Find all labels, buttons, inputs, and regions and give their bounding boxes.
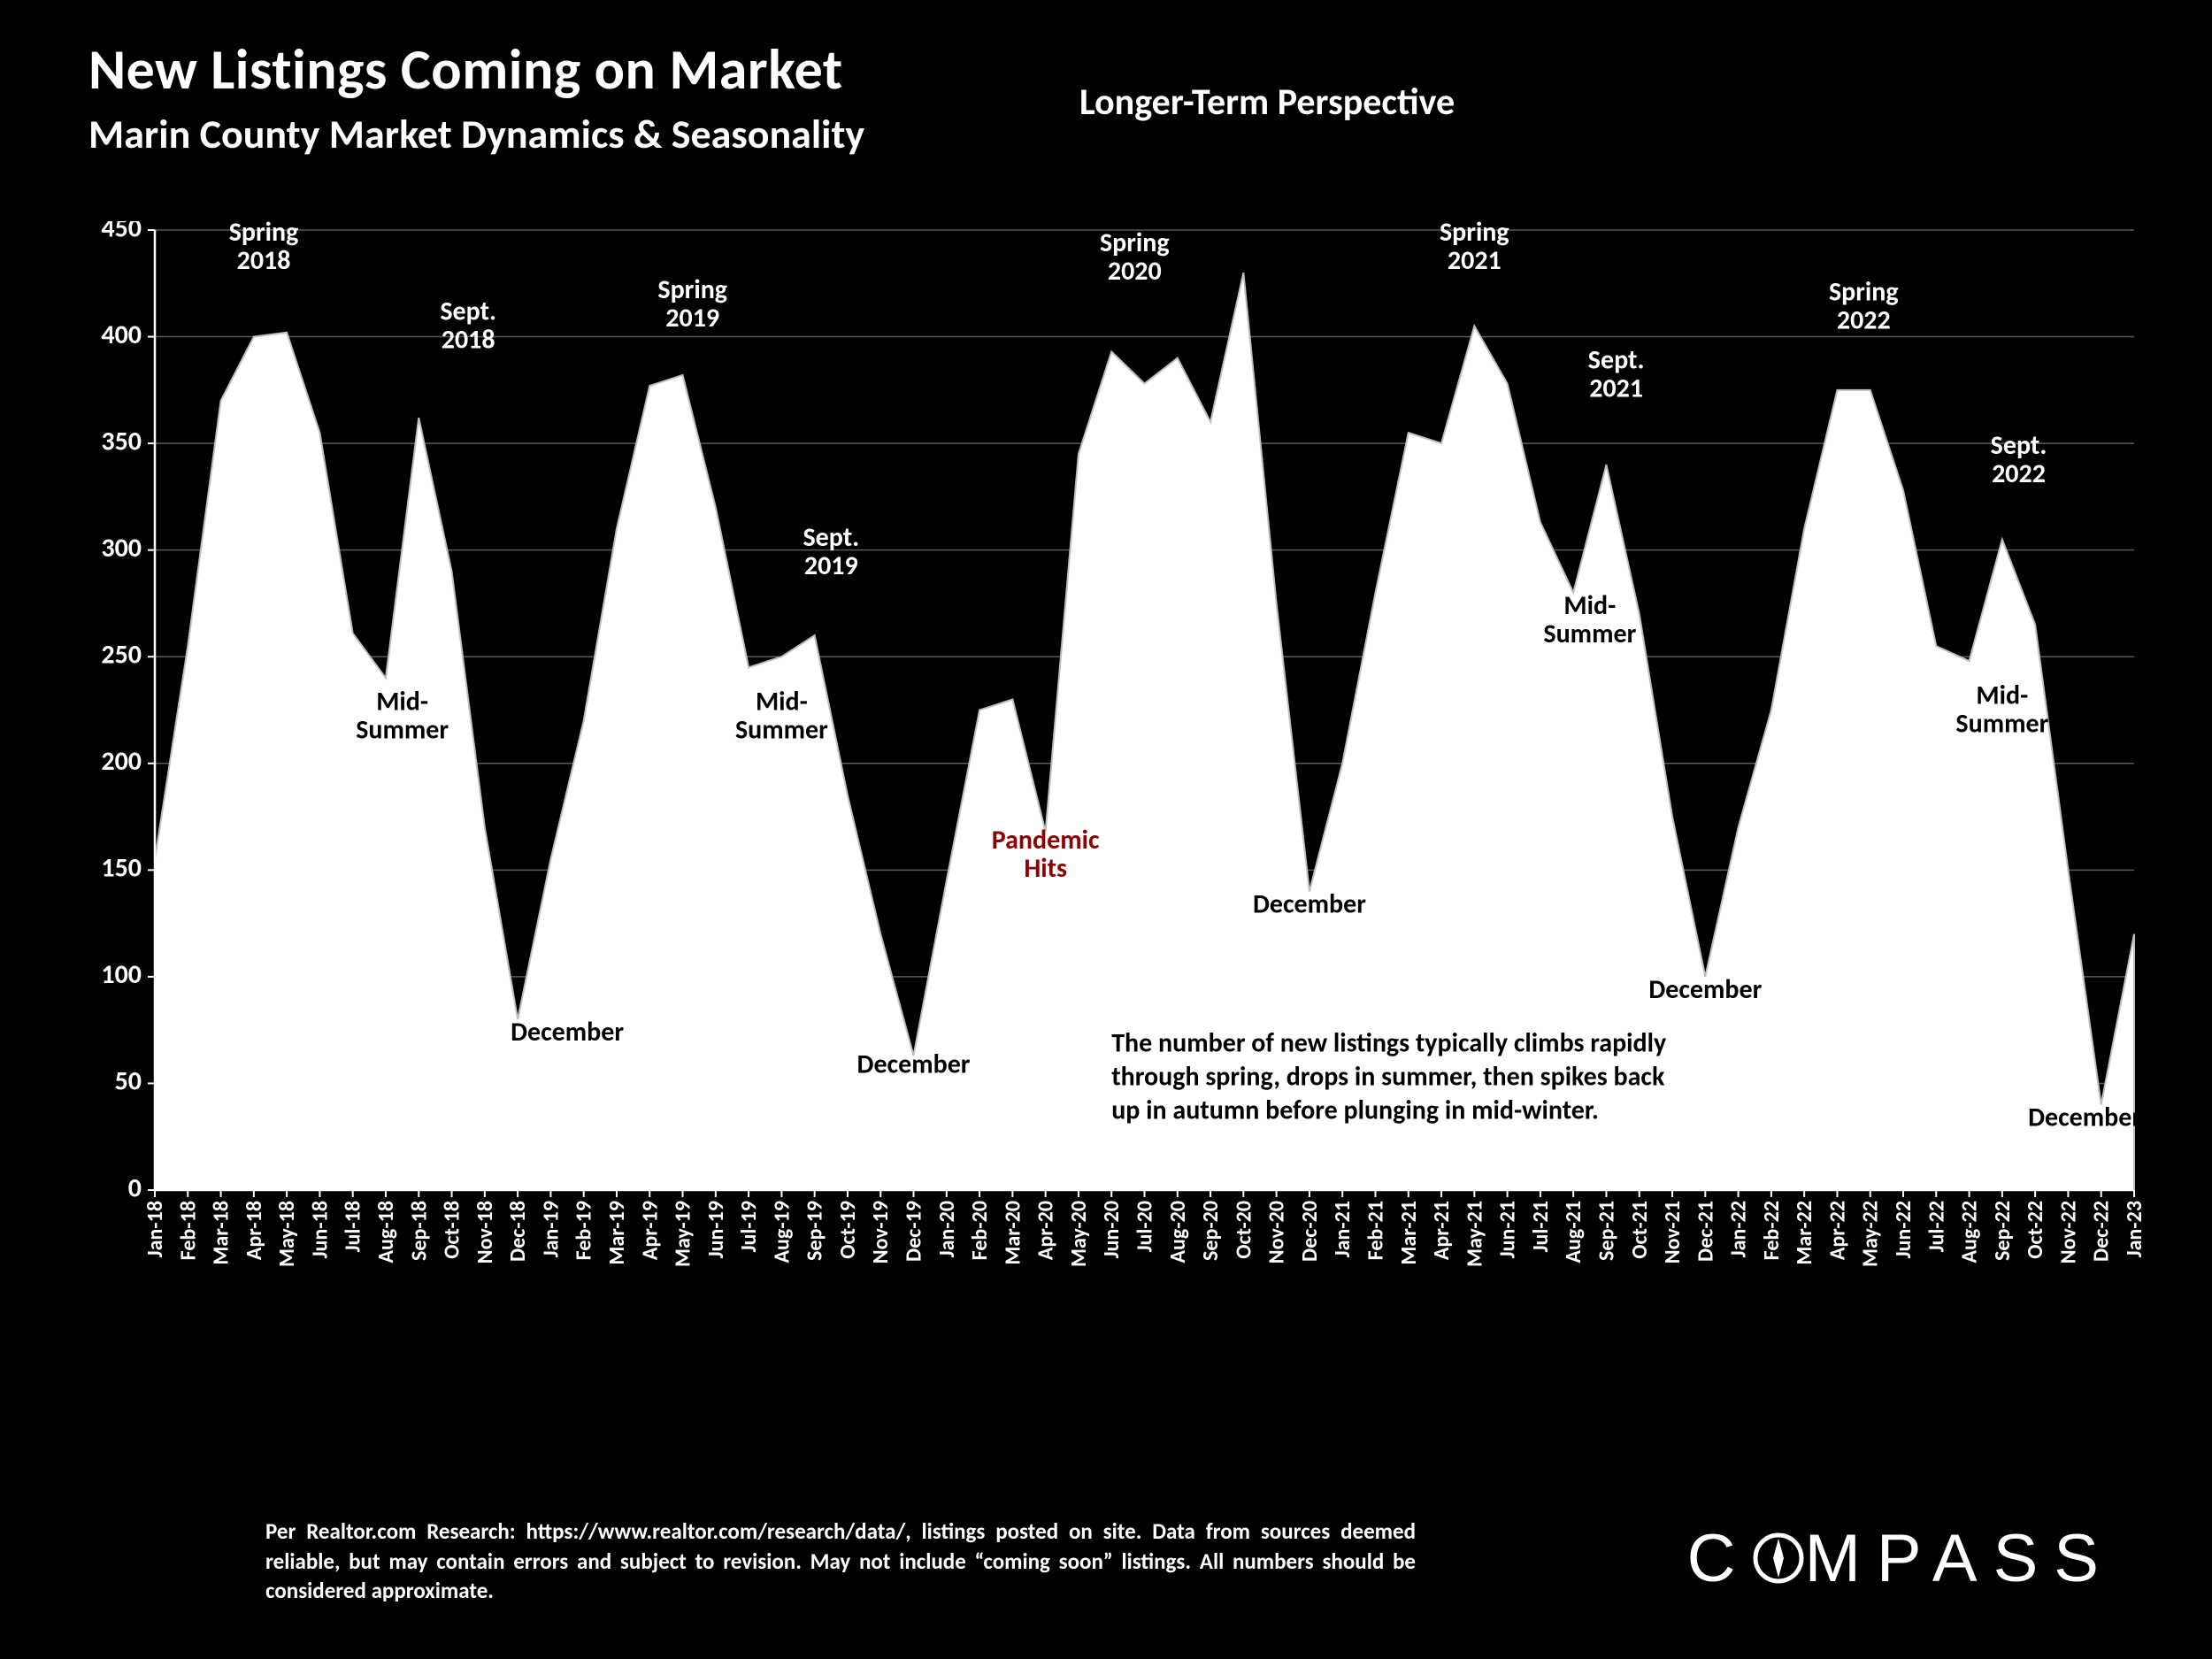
svg-text:Oct-20: Oct-20 bbox=[1231, 1201, 1256, 1259]
svg-text:Oct-18: Oct-18 bbox=[440, 1201, 465, 1259]
compass-logo: CMPASS bbox=[1687, 1520, 2115, 1597]
svg-text:Feb-20: Feb-20 bbox=[967, 1201, 993, 1260]
svg-text:Jan-18: Jan-18 bbox=[142, 1201, 168, 1257]
svg-text:December: December bbox=[2028, 1102, 2141, 1134]
svg-text:Apr-18: Apr-18 bbox=[242, 1201, 267, 1260]
svg-text:Jan-22: Jan-22 bbox=[1726, 1201, 1752, 1257]
svg-text:up in autumn before plunging i: up in autumn before plunging in mid-wint… bbox=[1111, 1094, 1599, 1126]
svg-text:2022: 2022 bbox=[1992, 457, 2046, 490]
svg-text:150: 150 bbox=[101, 852, 142, 885]
svg-text:Feb-21: Feb-21 bbox=[1363, 1201, 1388, 1260]
svg-text:Apr-20: Apr-20 bbox=[1033, 1201, 1059, 1260]
svg-text:December: December bbox=[1648, 973, 1762, 1006]
svg-text:Summer: Summer bbox=[356, 714, 449, 747]
svg-text:2019: 2019 bbox=[804, 549, 858, 582]
svg-text:Feb-18: Feb-18 bbox=[175, 1201, 201, 1260]
svg-text:Feb-19: Feb-19 bbox=[572, 1201, 597, 1260]
svg-text:Apr-22: Apr-22 bbox=[1824, 1201, 1850, 1260]
svg-text:Jun-20: Jun-20 bbox=[1099, 1201, 1125, 1258]
svg-text:400: 400 bbox=[101, 319, 142, 351]
svg-text:Jun-18: Jun-18 bbox=[307, 1201, 333, 1258]
svg-text:Dec-18: Dec-18 bbox=[505, 1201, 531, 1262]
svg-text:Jun-22: Jun-22 bbox=[1891, 1201, 1916, 1258]
svg-text:Mar-22: Mar-22 bbox=[1792, 1201, 1817, 1265]
svg-text:Hits: Hits bbox=[1024, 852, 1067, 885]
svg-text:2019: 2019 bbox=[665, 302, 719, 334]
svg-text:Mar-18: Mar-18 bbox=[209, 1201, 234, 1265]
svg-text:Jan-21: Jan-21 bbox=[1330, 1201, 1356, 1257]
svg-text:Jan-20: Jan-20 bbox=[934, 1201, 960, 1257]
svg-text:Apr-19: Apr-19 bbox=[637, 1201, 663, 1260]
svg-text:Sep-20: Sep-20 bbox=[1198, 1201, 1224, 1261]
svg-text:December: December bbox=[511, 1016, 624, 1048]
svg-text:2021: 2021 bbox=[1448, 244, 1502, 277]
svg-text:through spring, drops in summe: through spring, drops in summer, then sp… bbox=[1111, 1060, 1665, 1093]
svg-text:300: 300 bbox=[101, 532, 142, 565]
svg-text:Sep-19: Sep-19 bbox=[803, 1201, 828, 1261]
svg-text:The number of new listings typ: The number of new listings typically cli… bbox=[1111, 1026, 1667, 1059]
svg-text:450: 450 bbox=[101, 221, 142, 244]
svg-text:Apr-21: Apr-21 bbox=[1429, 1201, 1455, 1260]
svg-text:Dec-22: Dec-22 bbox=[2089, 1201, 2115, 1262]
svg-text:Oct-19: Oct-19 bbox=[835, 1201, 861, 1259]
svg-text:Jul-21: Jul-21 bbox=[1528, 1201, 1554, 1252]
svg-text:Jan-23: Jan-23 bbox=[2122, 1201, 2141, 1257]
svg-text:Nov-19: Nov-19 bbox=[868, 1201, 894, 1263]
svg-text:Jul-22: Jul-22 bbox=[1924, 1201, 1949, 1252]
area-chart: 0 50 100 150 200 250 300 350 400 450 Jan-18 Feb-18 M… bbox=[71, 221, 2141, 1336]
svg-text:December: December bbox=[1253, 888, 1366, 921]
chart-title: New Listings Coming on Market bbox=[88, 35, 864, 104]
svg-text:May-20: May-20 bbox=[1066, 1201, 1092, 1267]
svg-text:Oct-21: Oct-21 bbox=[1627, 1201, 1653, 1259]
svg-text:December: December bbox=[857, 1048, 971, 1080]
svg-text:2020: 2020 bbox=[1108, 255, 1162, 288]
svg-text:Oct-22: Oct-22 bbox=[2023, 1201, 2048, 1259]
perspective-label: Longer-Term Perspective bbox=[1079, 80, 1455, 125]
svg-text:Dec-21: Dec-21 bbox=[1693, 1201, 1718, 1262]
svg-text:Jun-21: Jun-21 bbox=[1495, 1201, 1521, 1258]
svg-text:Jul-20: Jul-20 bbox=[1133, 1201, 1158, 1252]
svg-text:May-19: May-19 bbox=[671, 1201, 696, 1267]
svg-text:Aug-18: Aug-18 bbox=[373, 1201, 399, 1263]
svg-text:250: 250 bbox=[101, 638, 142, 671]
svg-text:Nov-20: Nov-20 bbox=[1264, 1201, 1290, 1263]
svg-text:Nov-18: Nov-18 bbox=[472, 1201, 498, 1263]
svg-text:Aug-21: Aug-21 bbox=[1561, 1201, 1586, 1263]
svg-text:May-22: May-22 bbox=[1858, 1201, 1884, 1267]
svg-text:200: 200 bbox=[101, 745, 142, 778]
svg-text:Aug-19: Aug-19 bbox=[769, 1201, 795, 1263]
svg-text:Feb-22: Feb-22 bbox=[1759, 1201, 1785, 1260]
svg-text:Jul-19: Jul-19 bbox=[736, 1201, 762, 1252]
svg-text:0: 0 bbox=[128, 1171, 142, 1204]
svg-text:50: 50 bbox=[115, 1065, 142, 1098]
svg-text:2018: 2018 bbox=[442, 323, 495, 356]
svg-text:Sep-22: Sep-22 bbox=[1990, 1201, 2016, 1261]
svg-text:Summer: Summer bbox=[1955, 707, 2048, 740]
svg-text:Aug-22: Aug-22 bbox=[1957, 1201, 1983, 1263]
svg-text:Aug-20: Aug-20 bbox=[1165, 1201, 1191, 1263]
svg-text:Summer: Summer bbox=[735, 714, 828, 747]
svg-text:Mar-19: Mar-19 bbox=[604, 1201, 630, 1265]
svg-text:2022: 2022 bbox=[1837, 304, 1891, 337]
svg-text:Dec-19: Dec-19 bbox=[902, 1201, 927, 1262]
svg-text:Sep-18: Sep-18 bbox=[406, 1201, 432, 1261]
svg-text:2021: 2021 bbox=[1589, 373, 1643, 405]
svg-text:Jan-19: Jan-19 bbox=[538, 1201, 564, 1257]
svg-text:May-18: May-18 bbox=[274, 1201, 300, 1267]
svg-text:Sep-21: Sep-21 bbox=[1594, 1201, 1619, 1261]
svg-text:Jul-18: Jul-18 bbox=[341, 1201, 366, 1252]
svg-text:Mar-20: Mar-20 bbox=[1000, 1201, 1025, 1265]
svg-text:100: 100 bbox=[101, 958, 142, 991]
svg-text:Nov-22: Nov-22 bbox=[2055, 1201, 2081, 1263]
svg-text:May-21: May-21 bbox=[1462, 1201, 1487, 1267]
svg-text:Jun-19: Jun-19 bbox=[703, 1201, 729, 1258]
svg-text:350: 350 bbox=[101, 425, 142, 457]
svg-text:Mar-21: Mar-21 bbox=[1396, 1201, 1422, 1265]
chart-subtitle: Marin County Market Dynamics & Seasonali… bbox=[88, 110, 864, 159]
svg-text:Nov-21: Nov-21 bbox=[1660, 1201, 1686, 1263]
footnote: Per Realtor.com Research: https://www.re… bbox=[265, 1517, 1416, 1606]
svg-text:2018: 2018 bbox=[237, 244, 291, 277]
svg-text:Summer: Summer bbox=[1543, 618, 1636, 650]
svg-text:Dec-20: Dec-20 bbox=[1297, 1201, 1323, 1262]
